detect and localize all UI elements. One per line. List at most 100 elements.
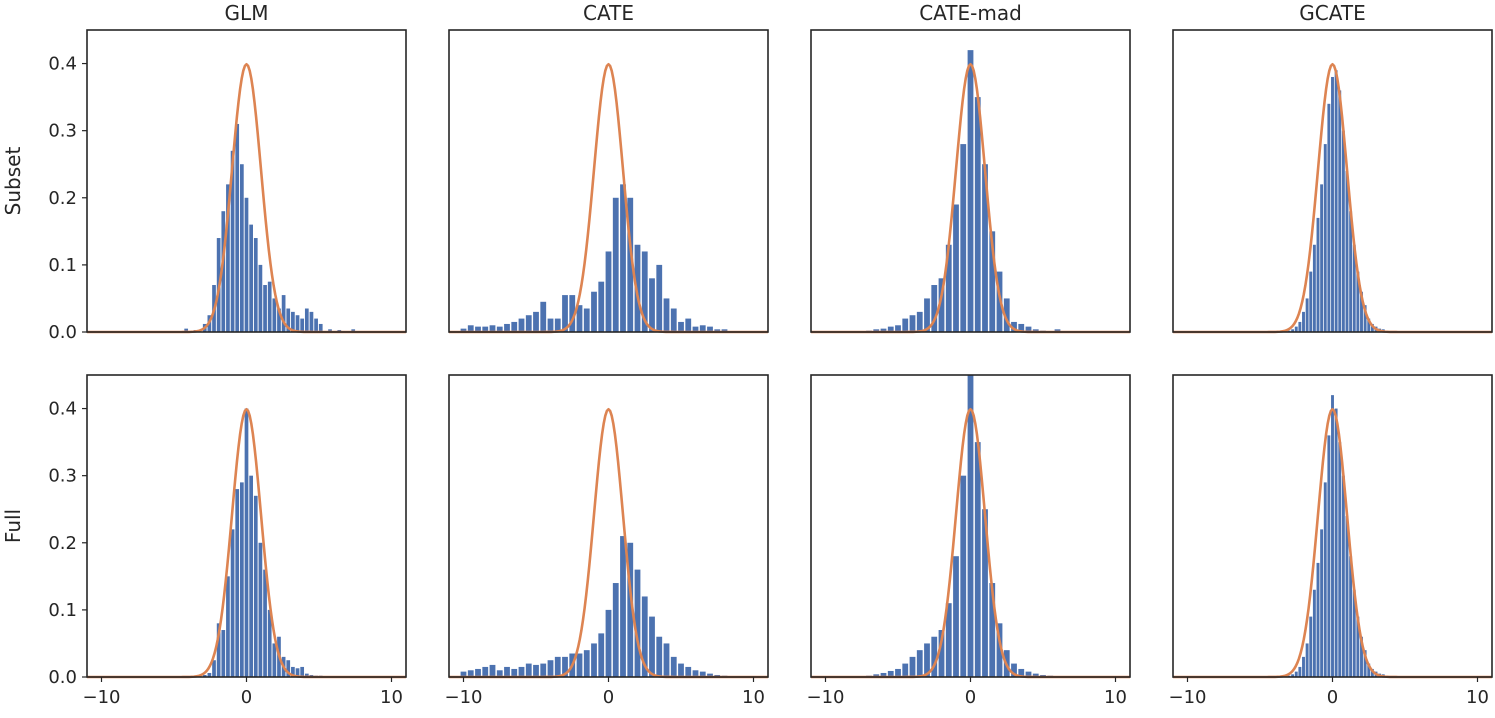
x-tick-label: −10 [807, 687, 845, 708]
histogram-bar [1298, 666, 1302, 677]
histogram-bar [641, 596, 648, 677]
histogram-bar [226, 184, 230, 332]
histogram-bar [634, 569, 641, 677]
y-tick-label: 0.0 [48, 322, 77, 343]
histogram-bar [627, 542, 634, 677]
histogram-bar [328, 329, 332, 332]
histogram-bar [1338, 90, 1342, 333]
histogram-bar [533, 311, 539, 332]
histogram-bar [216, 623, 221, 677]
histogram-bar [945, 603, 952, 677]
histogram-bar [525, 315, 532, 332]
y-tick-label: 0.2 [48, 188, 77, 209]
histogram-bar [649, 616, 655, 677]
histogram-bar [267, 609, 272, 677]
histogram-bar [1032, 673, 1039, 677]
y-tick-label: 0.4 [48, 399, 77, 420]
histogram-bar [1327, 103, 1331, 332]
histogram-bar [467, 325, 474, 332]
histogram-bar [612, 197, 619, 332]
histogram-bar [540, 301, 547, 332]
histogram-bar [221, 211, 226, 332]
histogram-bar [1356, 271, 1360, 332]
histogram-bar [1025, 326, 1032, 332]
histogram-bar [692, 326, 699, 332]
histogram-bar [707, 673, 713, 677]
y-tick-label: 0.4 [48, 54, 77, 75]
histogram-bar [562, 295, 568, 332]
histogram-bar [277, 308, 281, 332]
histogram-bar [235, 123, 240, 333]
histogram-bar [221, 630, 226, 677]
histogram-bar [554, 318, 561, 332]
histogram-bar [518, 666, 525, 677]
histogram-bar [931, 285, 938, 332]
histogram-bar [663, 643, 670, 677]
histogram-bar [295, 315, 300, 332]
histogram-bar [895, 325, 901, 332]
panel-full-cate: −10 0 10 [445, 374, 769, 708]
histogram-bar [525, 663, 532, 677]
histogram-bar [924, 298, 930, 332]
histogram-bar [475, 326, 481, 332]
histogram-bar [489, 664, 496, 677]
histogram-bar [591, 643, 597, 677]
histogram-bar [226, 576, 230, 677]
histogram-bar [649, 278, 655, 332]
histogram-bar [1309, 616, 1313, 677]
histogram-bar [1345, 170, 1349, 332]
histogram-bar [496, 670, 503, 677]
histogram-bar [620, 184, 626, 332]
histogram-bar [300, 666, 305, 677]
histogram-bar [1345, 515, 1349, 677]
histogram-bar [281, 295, 286, 332]
histogram-bar [1294, 326, 1298, 332]
histogram-bar [258, 542, 263, 677]
histogram-bar [909, 315, 916, 332]
histogram-bar [460, 671, 467, 677]
histogram-bar [982, 509, 988, 677]
panel-full-glm: 0.0 0.1 0.2 0.3 0.4 −10 0 10 [48, 374, 407, 708]
panel-subset-cate-mad [810, 29, 1131, 334]
histogram-bar [1291, 674, 1295, 677]
histogram-bar [314, 318, 318, 332]
histogram-bar [620, 536, 626, 677]
histogram-bar [1298, 321, 1302, 332]
histogram-bar [240, 482, 244, 677]
histogram-bar [982, 164, 988, 332]
y-tick-label: 0.3 [48, 466, 77, 487]
histogram-bar [1025, 671, 1032, 677]
histogram-bar [235, 489, 240, 677]
x-tick-label: 10 [1104, 687, 1127, 708]
histogram-bar [598, 281, 605, 332]
histogram-bar [202, 674, 207, 677]
histogram-bar [244, 408, 249, 677]
histogram-bar [304, 673, 309, 677]
histogram-bar [895, 668, 901, 677]
histogram-bar [1360, 291, 1363, 332]
histogram-bar [1370, 668, 1374, 677]
histogram-bar [240, 164, 244, 332]
histogram-bar [887, 670, 894, 677]
histogram-bar [605, 251, 612, 332]
histogram-bar [1338, 442, 1342, 677]
histogram-bar [714, 329, 721, 332]
histogram-bar [1341, 130, 1345, 332]
histogram-bar [258, 264, 263, 332]
histogram-bar [989, 583, 996, 677]
histogram-bar [1305, 298, 1309, 332]
panel-subset-glm: 0.0 0.1 0.2 0.3 0.4 [48, 29, 407, 343]
y-tick-label: 0.3 [48, 121, 77, 142]
histogram-bar [938, 630, 945, 677]
panel-frame [86, 29, 407, 333]
histogram-bar [974, 442, 981, 677]
histogram-bar [880, 672, 887, 677]
histogram-bar [1305, 643, 1309, 677]
column-title: GCATE [1299, 1, 1365, 25]
histogram-bar [504, 666, 510, 677]
histogram-bar [1356, 616, 1360, 677]
x-tick-label: 10 [380, 687, 403, 708]
histogram-bar [598, 633, 605, 677]
histogram-bar [318, 323, 323, 332]
